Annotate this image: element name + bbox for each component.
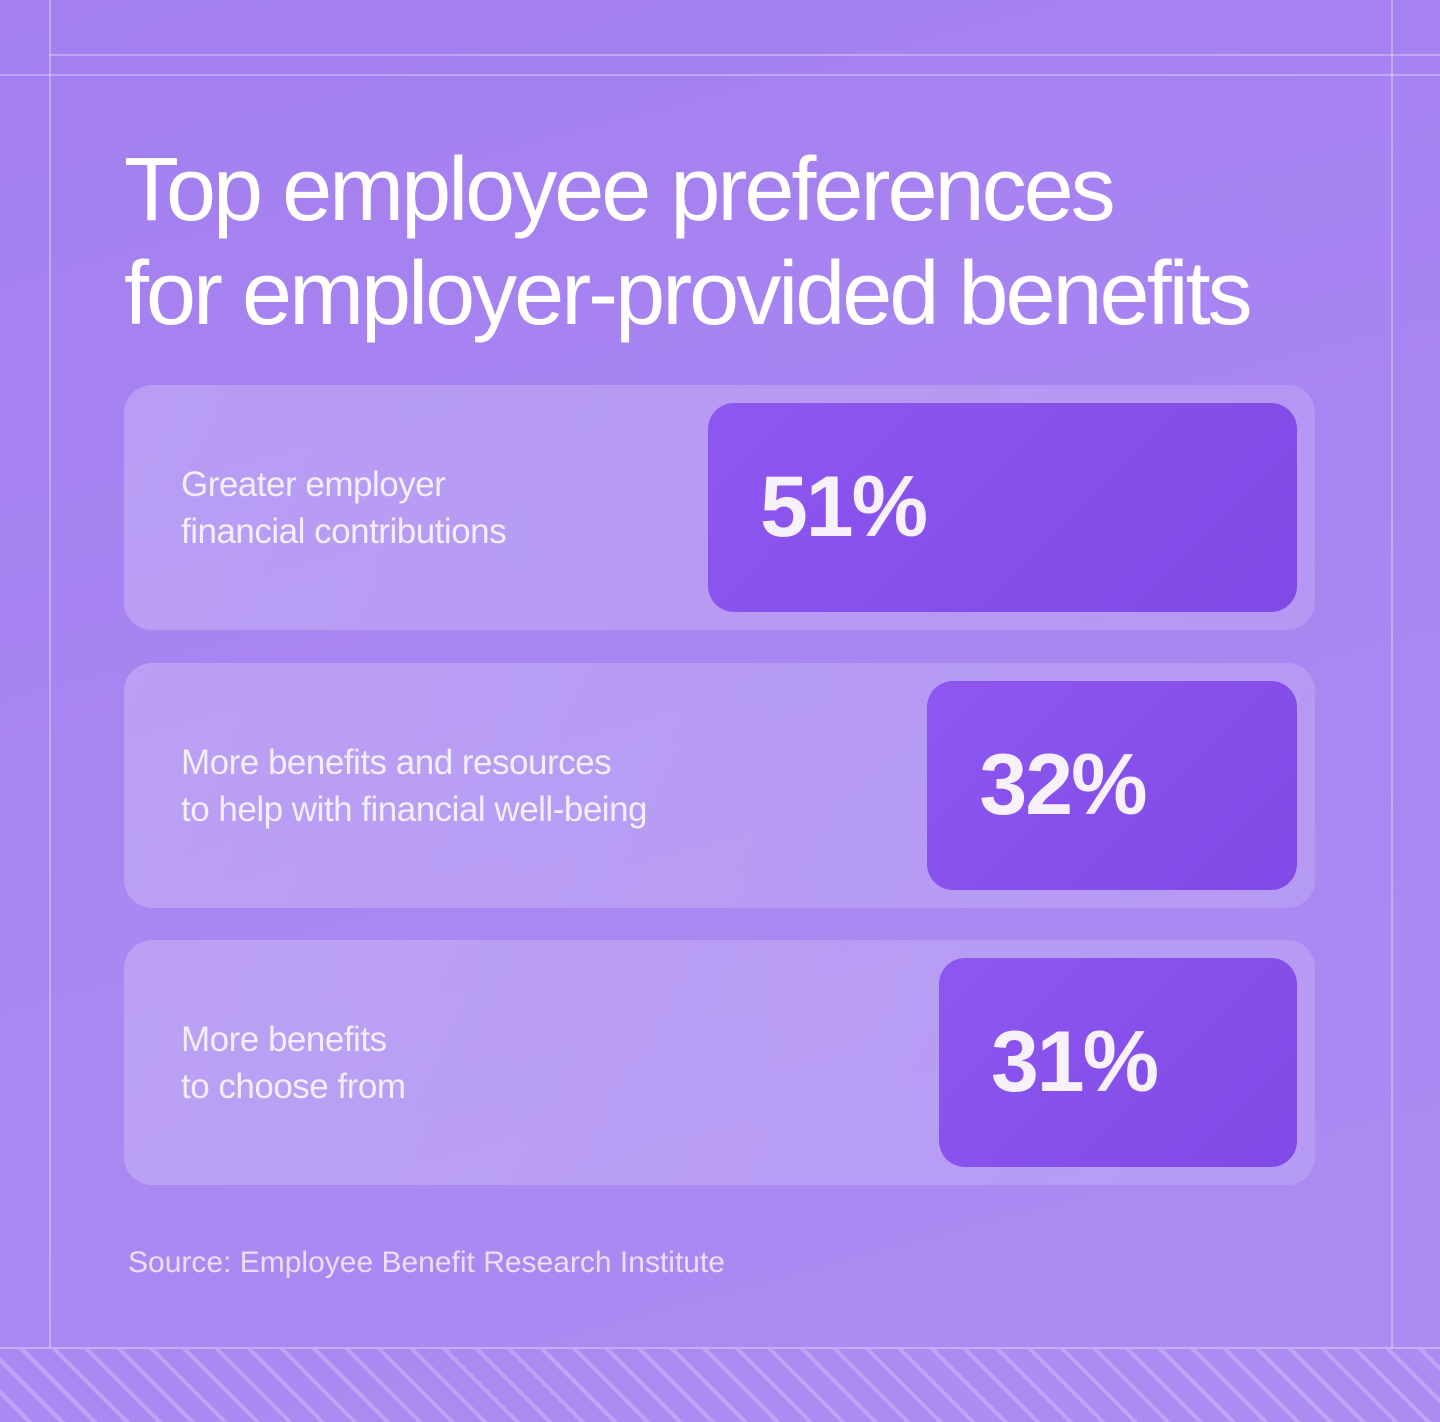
benefit-label-2-line-1: More benefits and resources: [181, 742, 612, 782]
value-label-2: 32%: [979, 737, 1147, 833]
value-bar-1: 51%: [707, 403, 1297, 612]
value-bar-2: 32%: [927, 681, 1297, 890]
bar-track-2: 32%: [142, 681, 1297, 890]
value-label-3: 31%: [990, 1014, 1159, 1110]
benefit-row-3: More benefits to choose from 31%: [124, 940, 1315, 1185]
bar-track-3: 31%: [142, 958, 1297, 1167]
frame-line-horizontal-top-2: [0, 74, 1440, 76]
benefit-label-2: More benefits and resources to help with…: [181, 663, 648, 908]
infographic-title: Top employee preferences for employer-pr…: [124, 138, 1253, 346]
benefit-label-2-line-2: to help with financial well-being: [181, 789, 648, 829]
benefit-row-2: More benefits and resources to help with…: [124, 663, 1315, 908]
source-text: Source: Employee Benefit Research Instit…: [128, 1246, 725, 1279]
value-bar-3: 31%: [938, 958, 1297, 1167]
benefit-label-3-line-2: to choose from: [181, 1066, 406, 1106]
title-line-1: Top employee preferences: [124, 140, 1116, 240]
benefit-label-1-line-1: Greater employer: [181, 464, 446, 504]
benefit-label-3: More benefits to choose from: [181, 940, 406, 1185]
frame-line-horizontal-top-1: [49, 54, 1440, 56]
frame-line-vertical-right: [1391, 0, 1393, 1348]
value-label-1: 51%: [759, 459, 928, 555]
benefit-row-1: Greater employer financial contributions…: [124, 385, 1315, 630]
diagonal-stripes-decoration: [0, 1349, 1440, 1422]
title-line-2: for employer-provided benefits: [124, 244, 1253, 344]
frame-line-horizontal-bottom: [0, 1347, 1440, 1349]
benefit-label-3-line-1: More benefits: [181, 1019, 387, 1059]
benefit-label-1: Greater employer financial contributions: [181, 385, 507, 630]
benefit-label-1-line-2: financial contributions: [181, 511, 507, 551]
bar-track-1: 51%: [142, 403, 1297, 612]
frame-line-vertical-left: [49, 0, 51, 1348]
